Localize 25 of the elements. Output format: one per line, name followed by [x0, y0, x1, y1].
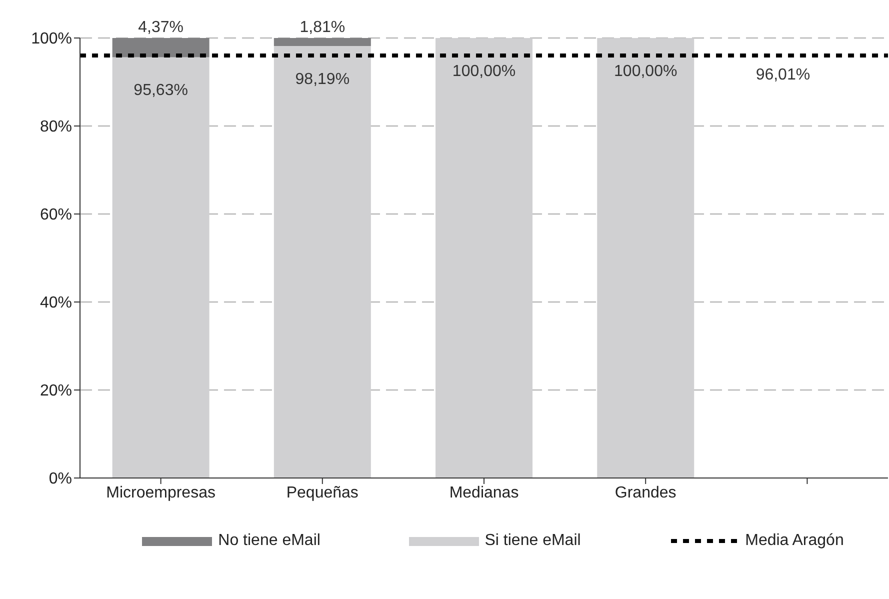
- y-tick-label: 20%: [40, 382, 72, 400]
- x-tick-label: Pequeñas: [286, 484, 358, 502]
- bar: [112, 57, 210, 478]
- legend-label: Si tiene eMail: [484, 532, 581, 550]
- x-tick-label: Microempresas: [106, 484, 216, 502]
- x-tick-label: Grandes: [614, 484, 676, 502]
- data-label: 100,00%: [452, 63, 516, 80]
- bar: [274, 38, 371, 46]
- bar: [597, 38, 694, 478]
- legend-label: No tiene eMail: [218, 532, 320, 550]
- data-label: 4,37%: [138, 19, 184, 36]
- y-tick-label: 100%: [31, 30, 72, 48]
- y-tick-label: 40%: [40, 294, 72, 312]
- data-label: 1,81%: [300, 19, 346, 36]
- data-label: 100,00%: [614, 63, 678, 80]
- bar: [436, 38, 533, 478]
- x-tick-label: Medianas: [449, 484, 519, 502]
- y-tick-label: 0%: [48, 470, 72, 488]
- annotation: 96,01%: [756, 66, 810, 84]
- data-label: 95,63%: [134, 82, 188, 100]
- y-tick-label: 60%: [40, 206, 72, 224]
- y-tick-label: 80%: [40, 118, 72, 136]
- bar: [274, 46, 371, 478]
- data-label: 98,19%: [295, 70, 350, 88]
- legend-label: Media Aragón: [745, 532, 844, 550]
